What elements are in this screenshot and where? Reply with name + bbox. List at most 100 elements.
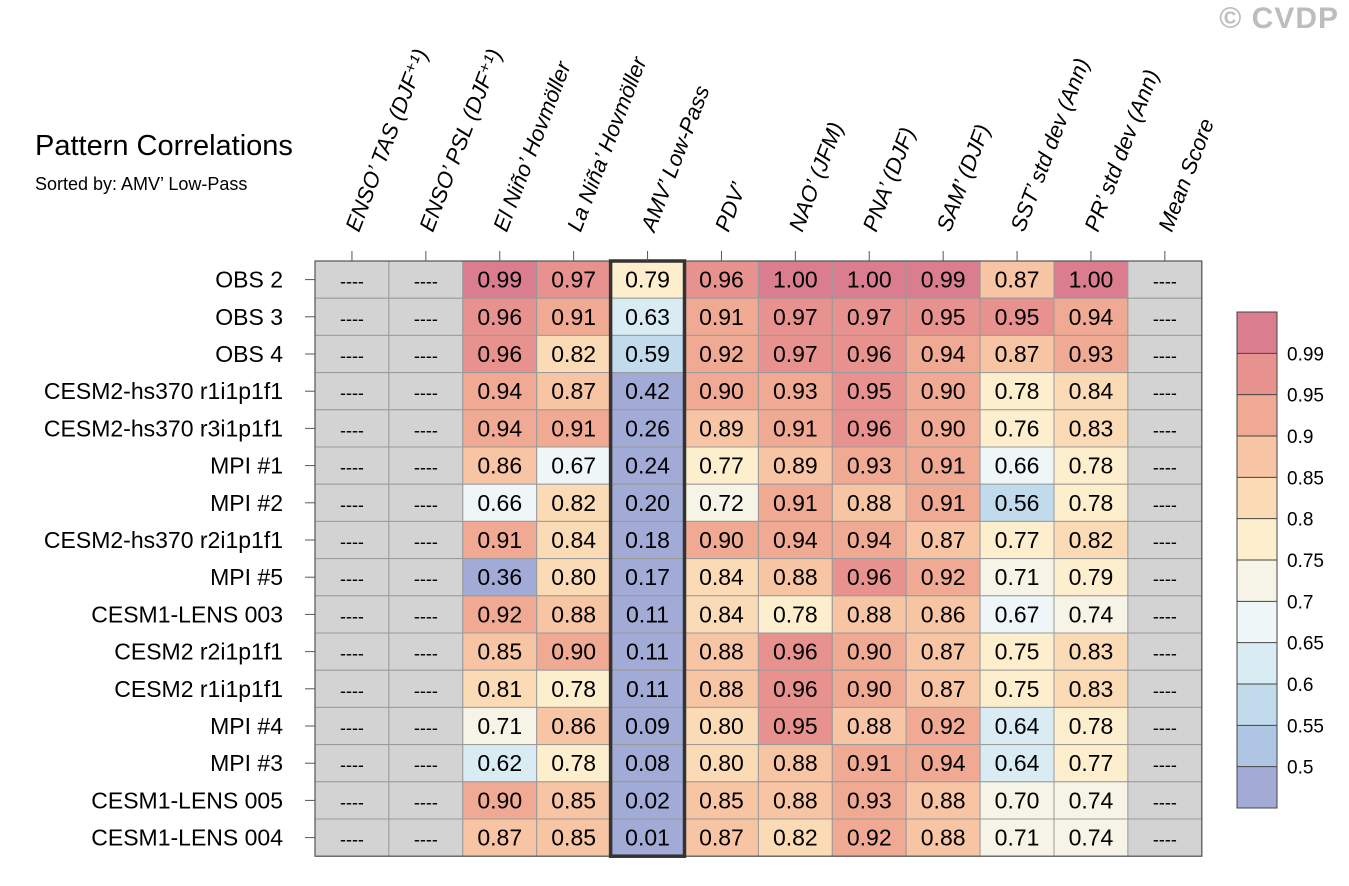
cell-value-label: 0.90 <box>921 415 966 441</box>
heatmap-cell <box>388 595 464 634</box>
cell-value-label: 0.42 <box>625 378 670 404</box>
heatmap-cell <box>610 297 685 336</box>
cell-value-label: 0.96 <box>699 267 744 293</box>
cell-value-label: 0.90 <box>551 639 596 665</box>
heatmap-cell <box>1127 372 1203 411</box>
heatmap-cell <box>462 446 538 485</box>
cell-value-label: 0.95 <box>847 378 892 404</box>
cell-value-label: 0.84 <box>699 601 744 627</box>
heatmap-cell <box>684 632 759 671</box>
heatmap-cell <box>388 706 464 746</box>
heatmap-cell <box>1127 706 1203 746</box>
cell-value-label: 0.80 <box>699 750 744 776</box>
cell-value-label: 0.82 <box>551 490 596 516</box>
heatmap-cell <box>388 409 464 448</box>
column-label: NAO’ (JFM) <box>784 119 849 235</box>
heatmap-cell <box>979 669 1055 708</box>
cell-value-label: 0.94 <box>773 527 818 553</box>
colorbar-label: 0.95 <box>1287 386 1324 407</box>
heatmap-cell <box>831 520 907 560</box>
cell-value-label: ---- <box>340 681 364 701</box>
row-label: MPI #1 <box>210 453 283 479</box>
cell-value-label: 0.85 <box>551 787 596 813</box>
heatmap-cell <box>1053 632 1129 671</box>
row-label: MPI #2 <box>210 490 283 516</box>
colorbar-segment <box>1237 560 1277 602</box>
cell-value-label: 0.82 <box>1069 527 1114 553</box>
cell-value-label: 0.78 <box>1069 453 1114 479</box>
heatmap-cell <box>905 483 981 522</box>
heatmap-cell <box>1053 372 1129 411</box>
cell-value-label: ---- <box>414 532 438 552</box>
heatmap-cell <box>831 558 907 597</box>
cell-value-label: 0.85 <box>699 787 744 813</box>
cell-value-label: 0.93 <box>847 453 892 479</box>
cell-value-label: 0.96 <box>477 304 522 330</box>
cell-value-label: 0.97 <box>773 341 818 367</box>
cell-value-label: 0.93 <box>773 378 818 404</box>
heatmap-cell <box>905 669 981 708</box>
cell-value-label: ---- <box>1153 383 1177 403</box>
cell-value-label: 0.01 <box>625 825 670 851</box>
cell-value-label: 0.84 <box>699 564 744 590</box>
heatmap-cell <box>1053 446 1129 485</box>
heatmap-cell <box>1127 334 1203 374</box>
cell-value-label: 0.97 <box>847 304 892 330</box>
cell-value-label: 0.08 <box>625 750 670 776</box>
heatmap-cell <box>684 520 759 560</box>
cell-value-label: 0.76 <box>995 415 1040 441</box>
cell-value-label: ---- <box>414 718 438 738</box>
cell-value-label: 0.88 <box>921 825 966 851</box>
cell-value-label: 0.95 <box>995 304 1040 330</box>
cell-value-label: 0.96 <box>847 564 892 590</box>
row-label: CESM1-LENS 005 <box>91 787 283 813</box>
cell-value-label: ---- <box>414 346 438 366</box>
heatmap-cell <box>462 818 538 857</box>
heatmap-cell <box>610 520 685 560</box>
cell-value-label: 0.88 <box>847 601 892 627</box>
cell-value-label: ---- <box>1153 495 1177 515</box>
cell-value-label: 0.64 <box>995 750 1040 776</box>
cell-value-label: 0.78 <box>551 750 596 776</box>
row-label: CESM2 r1i1p1f1 <box>114 676 283 702</box>
cell-value-label: 0.66 <box>477 490 522 516</box>
cell-value-label: 0.87 <box>477 825 522 851</box>
cell-value-label: ---- <box>1153 606 1177 626</box>
cell-value-label: ---- <box>414 383 438 403</box>
cell-value-label: 0.90 <box>921 378 966 404</box>
cell-value-label: 0.83 <box>1069 639 1114 665</box>
cell-value-label: 0.70 <box>995 787 1040 813</box>
heatmap-cell <box>462 409 538 448</box>
cell-value-label: 0.77 <box>699 453 744 479</box>
cell-value-label: 0.79 <box>1069 564 1114 590</box>
cell-value-label: 0.94 <box>477 378 522 404</box>
cell-value-label: ---- <box>1153 681 1177 701</box>
heatmap-cell <box>979 260 1055 299</box>
heatmap-cell <box>1127 446 1203 485</box>
cell-value-label: 0.36 <box>477 564 522 590</box>
heatmap-cell <box>684 744 759 783</box>
cell-value-label: 0.18 <box>625 527 670 553</box>
colorbar-segment <box>1237 684 1277 726</box>
cell-value-label: 0.62 <box>477 750 522 776</box>
heatmap-cell <box>610 372 685 411</box>
cell-value-label: 0.88 <box>847 713 892 739</box>
cell-value-label: 0.82 <box>773 825 818 851</box>
cell-value-label: 0.93 <box>847 787 892 813</box>
cell-value-label: 0.94 <box>921 341 966 367</box>
column-label: SAM’ (DJF) <box>931 121 995 235</box>
cell-value-label: ---- <box>1153 272 1177 292</box>
heatmap-cell <box>462 632 538 671</box>
cell-value-label: 0.74 <box>1069 825 1114 851</box>
cell-value-label: 0.66 <box>995 453 1040 479</box>
heatmap-cell <box>979 520 1055 560</box>
heatmap-cell <box>610 669 685 708</box>
heatmap-cell <box>1053 781 1129 820</box>
heatmap-cell <box>462 260 538 299</box>
colorbar-segment <box>1237 642 1277 684</box>
cell-value-label: 0.87 <box>921 676 966 702</box>
heatmap-cell <box>536 372 612 411</box>
cell-value-label: 0.09 <box>625 713 670 739</box>
cell-value-label: 0.99 <box>477 267 522 293</box>
cell-value-label: ---- <box>340 606 364 626</box>
